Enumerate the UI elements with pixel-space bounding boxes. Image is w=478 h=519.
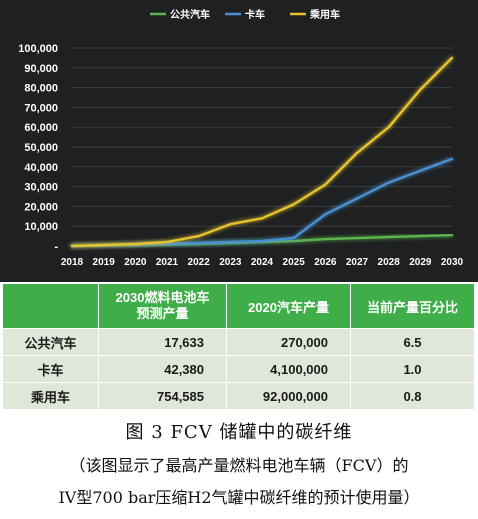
- table-row-label: 卡车: [2, 355, 99, 383]
- series-line-卡车: [70, 157, 454, 248]
- legend-item: 乘用车: [290, 8, 340, 21]
- table-header-2020-production: 2020汽车产量: [226, 283, 351, 329]
- x-tick-label: 2020: [124, 257, 147, 268]
- table-row: 卡车 42,380 4,100,000 1.0: [2, 355, 475, 383]
- figure-caption-note-line1: （该图显示了最高产量燃料电池车辆（FCV）的: [69, 456, 409, 475]
- y-tick-label: -: [54, 241, 58, 253]
- table-row-label: 乘用车: [2, 382, 99, 410]
- x-tick-label: 2024: [251, 257, 274, 268]
- x-tick-label: 2026: [314, 257, 337, 268]
- figure-caption-title: 图 3 FCV 储罐中的碳纤维: [125, 422, 353, 443]
- x-tick-label: 2025: [283, 257, 306, 268]
- x-tick-label: 2027: [346, 257, 369, 268]
- table-cell: 42,380: [98, 355, 227, 383]
- line-chart: 100,000 90,000 80,000 70,000 60,000 50,000 40,…: [18, 8, 464, 268]
- series-line-乘用车: [70, 56, 454, 248]
- table-cell: 6.5: [350, 328, 475, 356]
- y-tick-label: 20,000: [24, 201, 58, 213]
- table-header-current-percent: 当前产量百分比: [350, 283, 475, 329]
- y-tick-label: 80,000: [24, 83, 58, 95]
- x-tick-label: 2018: [61, 257, 84, 268]
- chart-panel: 100,000 90,000 80,000 70,000 60,000 50,000 40,…: [0, 0, 478, 282]
- table-header-corner: [2, 283, 99, 329]
- y-tick-label: 100,000: [18, 43, 58, 55]
- table-cell: 0.8: [350, 382, 475, 410]
- table-cell: 92,000,000: [226, 382, 351, 410]
- legend-item: 公共汽车: [150, 8, 210, 21]
- table-header-2030-forecast: 2030燃料电池车 预测产量: [98, 283, 227, 329]
- table-cell: 754,585: [98, 382, 227, 410]
- legend-label: 乘用车: [309, 8, 340, 21]
- data-table: 2030燃料电池车 预测产量 2020汽车产量 当前产量百分比 公共汽车 17,…: [2, 283, 475, 410]
- y-tick-label: 70,000: [24, 102, 58, 114]
- x-tick-label: 2030: [441, 257, 464, 268]
- x-tick-label: 2019: [93, 257, 116, 268]
- x-tick-label: 2021: [156, 257, 179, 268]
- table-header-row: 2030燃料电池车 预测产量 2020汽车产量 当前产量百分比: [2, 283, 475, 329]
- y-tick-label: 50,000: [24, 142, 58, 154]
- x-tick-label: 2022: [188, 257, 211, 268]
- legend-label: 公共汽车: [170, 8, 210, 21]
- table-row-label: 公共汽车: [2, 328, 99, 356]
- y-tick-label: 60,000: [24, 122, 58, 134]
- y-tick-label: 90,000: [24, 63, 58, 75]
- x-tick-label: 2023: [219, 257, 242, 268]
- table-cell: 17,633: [98, 328, 227, 356]
- figure-caption-note-line2: IV型700 bar压缩H2气罐中碳纤维的预计使用量）: [58, 488, 420, 507]
- y-tick-label: 30,000: [24, 182, 58, 194]
- x-tick-label: 2029: [409, 257, 432, 268]
- table-row: 乘用车 754,585 92,000,000 0.8: [2, 382, 475, 410]
- table-row: 公共汽车 17,633 270,000 6.5: [2, 328, 475, 356]
- legend-item: 卡车: [225, 8, 265, 21]
- table-cell: 270,000: [226, 328, 351, 356]
- legend-label: 卡车: [245, 8, 265, 21]
- table-cell: 4,100,000: [226, 355, 351, 383]
- y-tick-label: 10,000: [24, 221, 58, 233]
- table-cell: 1.0: [350, 355, 475, 383]
- y-tick-label: 40,000: [24, 162, 58, 174]
- x-tick-label: 2028: [378, 257, 401, 268]
